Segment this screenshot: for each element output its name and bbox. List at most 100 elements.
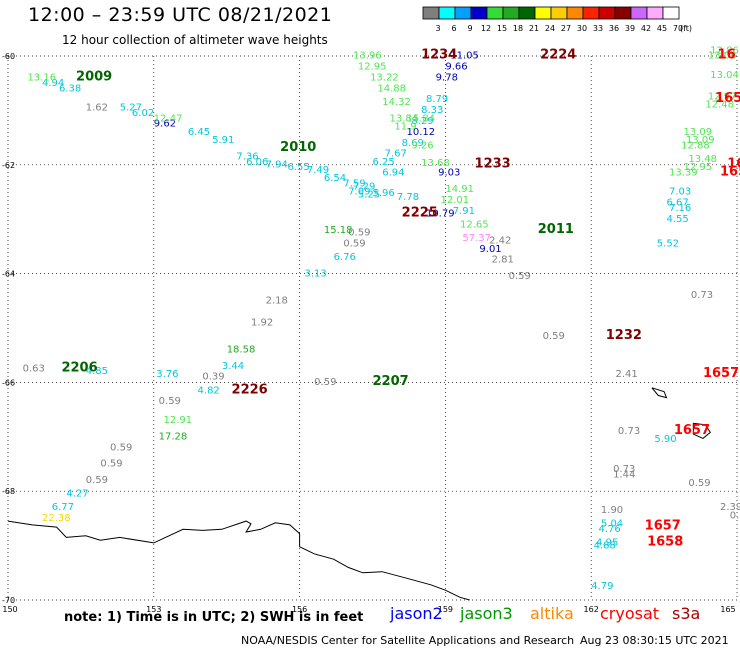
wave-height-label: 0.59 bbox=[543, 331, 565, 342]
wave-height-label: 9.66 bbox=[445, 62, 467, 73]
scale-tick-label: 24 bbox=[545, 24, 555, 33]
wave-height-label: 13.08 bbox=[708, 51, 737, 62]
label-group: 13.1612.4713.9612.9513.2214.8814.3213.84… bbox=[27, 45, 738, 426]
wave-height-label: 0.59 bbox=[159, 396, 181, 407]
wave-height-label: 7.03 bbox=[669, 187, 691, 198]
wave-height-label: 4.55 bbox=[667, 214, 689, 225]
wave-height-label: 12.88 bbox=[681, 140, 710, 151]
legend-cryosat: cryosat bbox=[600, 604, 660, 623]
wave-height-label: 0.73 bbox=[613, 464, 635, 475]
wave-height-label: 6.02 bbox=[132, 108, 154, 119]
wave-height-label: 5.04 bbox=[601, 519, 623, 530]
wave-height-label: 13.39 bbox=[669, 168, 698, 179]
wave-height-label: 1.90 bbox=[601, 505, 623, 516]
wave-height-label: 3.13 bbox=[304, 268, 326, 279]
wave-height-label: 8.79 bbox=[426, 94, 448, 105]
wave-height-label: 1.44 bbox=[613, 470, 635, 481]
label-group: 1.620.590.59 2.422.810.592.181.920.590.63… bbox=[23, 102, 740, 521]
coastline bbox=[7, 387, 711, 601]
color-scale-legend: 3 6 9 12 15 18 21 24 27 30 33 36 39 42 45 70(ft) bbox=[422, 6, 692, 33]
scale-tick-label: 30 bbox=[577, 24, 587, 33]
legend-altika: altika bbox=[530, 604, 574, 623]
wave-height-label: 14.91 bbox=[445, 184, 474, 195]
wave-height-label: 2.39 bbox=[720, 502, 740, 513]
scale-swatch bbox=[614, 6, 632, 20]
wave-height-label: 8.69 bbox=[402, 138, 424, 149]
pass-time-label: 1657 bbox=[645, 518, 681, 533]
wave-height-label: 7.67 bbox=[385, 149, 407, 160]
wave-height-label: 12.48 bbox=[705, 100, 734, 111]
scale-swatch bbox=[454, 6, 472, 20]
wave-height-label: 10.79 bbox=[426, 208, 455, 219]
wave-height-label: 3.76 bbox=[156, 369, 178, 380]
scale-swatch bbox=[566, 6, 584, 20]
wave-height-label: 13.16 bbox=[27, 72, 56, 83]
scale-swatch bbox=[630, 6, 648, 20]
scale-tick-label: 9 bbox=[467, 24, 472, 33]
wave-height-label: 2.42 bbox=[489, 236, 511, 247]
wave-height-label: 5.96 bbox=[373, 188, 395, 199]
wave-height-label: 15.18 bbox=[324, 225, 353, 236]
label-group: 57.37 bbox=[462, 233, 491, 244]
pass-time-label: 1233 bbox=[475, 157, 511, 172]
wave-height-label: 6.54 bbox=[324, 173, 346, 184]
wave-height-label: 13.96 bbox=[353, 51, 382, 62]
wave-height-label: 12.95 bbox=[358, 62, 387, 73]
wave-height-label: 7.49 bbox=[307, 165, 329, 176]
wave-height-label: 5.90 bbox=[654, 434, 676, 445]
wave-height-label: 10.12 bbox=[407, 127, 436, 138]
pass-time-label: 1657 bbox=[674, 423, 710, 438]
wave-height-label: 57.37 bbox=[462, 233, 491, 244]
wave-height-label: 11.9 bbox=[394, 121, 416, 132]
wave-height-label: 12.97 bbox=[708, 92, 737, 103]
wave-height-label: 7.29 bbox=[353, 181, 375, 192]
wave-height-label: 0.59 bbox=[688, 478, 710, 489]
wave-height-label: 2.18 bbox=[266, 296, 288, 307]
wave-height-label: 9.26 bbox=[411, 140, 433, 151]
wave-height-label: 13.22 bbox=[370, 72, 399, 83]
wave-height-label: 0.59 bbox=[348, 228, 370, 239]
wave-height-label: 7.94 bbox=[266, 160, 288, 171]
wave-height-label: 14.32 bbox=[382, 97, 411, 108]
lat-tick-label: -60 bbox=[2, 52, 15, 61]
pass-time-label: 2207 bbox=[373, 374, 409, 389]
scale-tick-label: 39 bbox=[625, 24, 635, 33]
pass-time-label: 2011 bbox=[538, 222, 574, 237]
wave-height-label: 12.65 bbox=[460, 219, 489, 230]
wave-height-label: 3.44 bbox=[222, 361, 244, 372]
pass-time-label: 165 bbox=[715, 91, 740, 106]
wave-height-label: 9.62 bbox=[154, 119, 176, 130]
pass-time-label: 16 bbox=[718, 48, 736, 63]
scale-swatch bbox=[582, 6, 600, 20]
wave-height-label: 8.33 bbox=[421, 105, 443, 116]
scale-tick-label: 12 bbox=[481, 24, 491, 33]
wave-height-label: 2.81 bbox=[492, 255, 514, 266]
scale-swatch bbox=[502, 6, 520, 20]
wave-height-label: 1.62 bbox=[86, 102, 108, 113]
pass-time-label: 2226 bbox=[232, 382, 268, 397]
scale-swatch bbox=[518, 6, 536, 20]
wave-height-label: 0.59 bbox=[730, 510, 740, 521]
scale-tick-label: 27 bbox=[561, 24, 571, 33]
pass-time-label: 2225 bbox=[402, 205, 438, 220]
wave-height-label: 5.27 bbox=[120, 102, 142, 113]
pass-time-label: 2206 bbox=[61, 361, 97, 376]
wave-height-label: 0.59 bbox=[314, 377, 336, 388]
wave-height-label: 0.63 bbox=[23, 364, 45, 375]
scale-swatch bbox=[550, 6, 568, 20]
wave-height-label: 4.85 bbox=[86, 366, 108, 377]
lat-tick-label: -66 bbox=[2, 378, 15, 387]
wave-height-label: 17.28 bbox=[159, 432, 188, 443]
wave-height-label: 0.59 bbox=[343, 238, 365, 249]
pass-time-label: 1656 bbox=[720, 165, 740, 180]
wave-height-label: 0.73 bbox=[618, 426, 640, 437]
wave-height-label: 0.59 bbox=[509, 271, 531, 282]
pass-time-label: 1232 bbox=[606, 328, 642, 343]
wave-height-label: 13.48 bbox=[688, 154, 717, 165]
scale-swatch bbox=[486, 6, 504, 20]
label-group: 4.946.38 5.276.02 6.455.917.366.067.94 6.55… bbox=[42, 78, 691, 592]
footer-note: note: 1) Time is in UTC; 2) SWH is in fe… bbox=[64, 610, 364, 625]
wave-height-label: 6.06 bbox=[246, 157, 268, 168]
